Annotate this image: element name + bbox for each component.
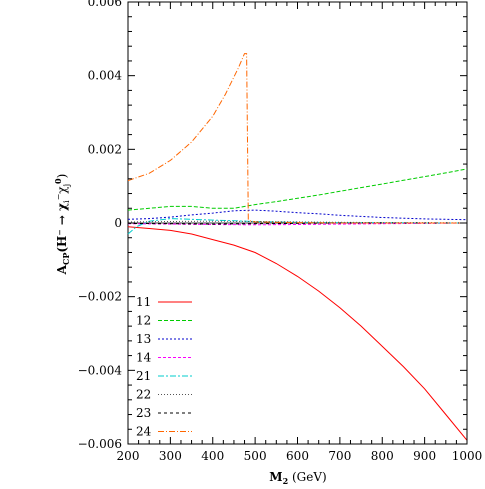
y-tick-label: −0.004 <box>78 363 123 377</box>
x-tick-label: 800 <box>371 449 394 463</box>
y-tick-label: −0.006 <box>78 437 122 451</box>
legend: 11 12 13 14 21 22 23 24 <box>136 295 192 439</box>
series-line-21 <box>127 218 467 235</box>
x-tick-label: 700 <box>328 449 351 463</box>
legend-label-14: 14 <box>136 351 152 365</box>
x-tick-label: 500 <box>244 449 267 463</box>
legend-label-24: 24 <box>136 425 152 439</box>
y-tick-label: 0 <box>114 216 122 230</box>
y-tick-label: 0.006 <box>88 0 122 9</box>
y-tick-label: 0.004 <box>88 69 123 83</box>
x-axis-label: M2 (GeV) <box>269 470 326 486</box>
x-tick-label: 600 <box>286 449 309 463</box>
series-group <box>127 53 468 441</box>
legend-label-13: 13 <box>136 332 151 346</box>
legend-label-23: 23 <box>136 406 151 420</box>
x-tick-label: 300 <box>159 449 182 463</box>
legend-label-22: 22 <box>136 388 151 402</box>
series-line-12 <box>127 168 468 211</box>
series-line-11 <box>127 226 468 441</box>
series-line-24 <box>127 53 467 224</box>
x-tick-label: 900 <box>413 449 436 463</box>
y-tick-label: 0.002 <box>88 142 122 156</box>
x-tick-label: 1000 <box>452 449 483 463</box>
ticks-group: 200 300 400 500 600 700 800 900 1000 −0.006 −0.004… <box>78 0 483 463</box>
series-line-13 <box>127 209 468 221</box>
legend-label-12: 12 <box>136 314 151 328</box>
y-tick-label: −0.002 <box>78 290 122 304</box>
legend-label-21: 21 <box>136 369 151 383</box>
x-tick-label: 200 <box>117 449 140 463</box>
y-axis-label: ACP(H⁻ → χi−χj0) <box>53 174 71 276</box>
x-tick-label: 400 <box>201 449 224 463</box>
legend-label-11: 11 <box>136 295 151 309</box>
